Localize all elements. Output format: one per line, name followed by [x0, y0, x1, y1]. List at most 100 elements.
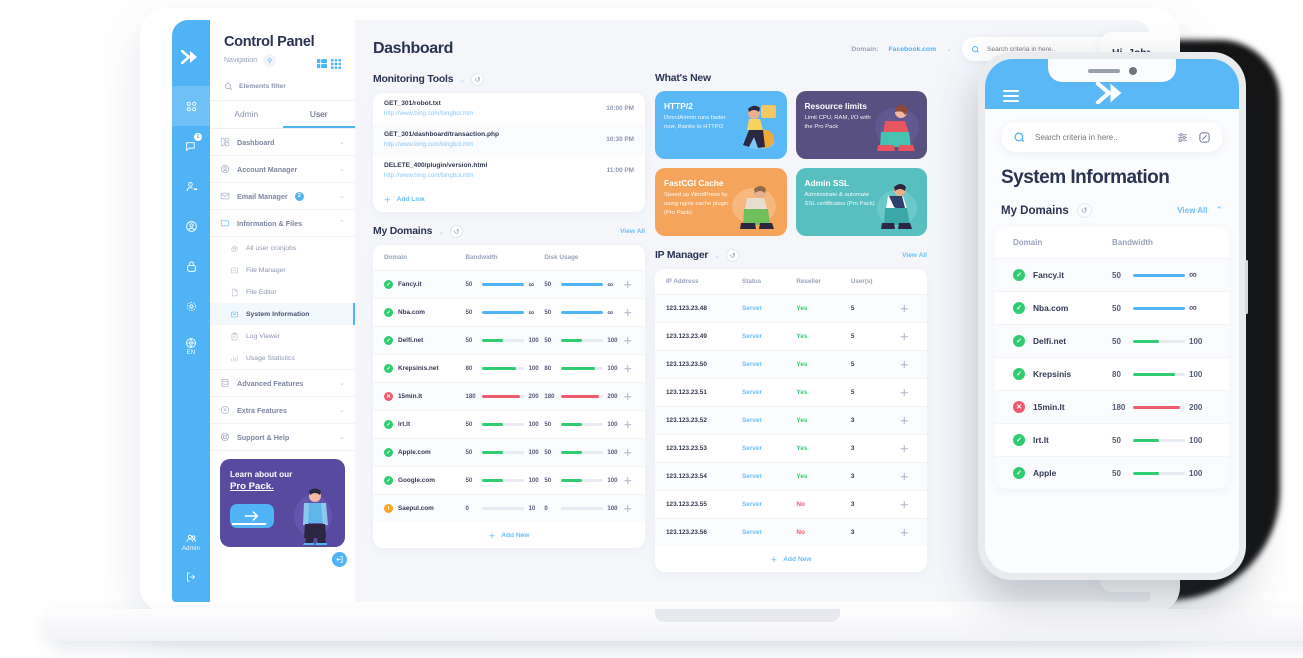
sidebar-item-account-manager[interactable]: Account Manager ⌄ — [210, 156, 355, 183]
add-ip-button[interactable]: ＋ Add New — [655, 546, 927, 572]
sidebar-subitem-file-editor[interactable]: File Editor — [210, 281, 355, 303]
domain-selector[interactable]: Facebook.com — [888, 45, 937, 53]
refresh-ip-button[interactable]: ↺ — [726, 249, 740, 262]
table-row[interactable]: ✓ Krepsinis 80 100 — [995, 357, 1229, 391]
phone-view-all[interactable]: View All — [1177, 206, 1208, 215]
whats-new-card[interactable]: HTTP/2 DirectAdmin runs faster now, thank… — [655, 91, 787, 159]
whats-new-card[interactable]: FastCGI Cache Speed up WordPress by using… — [655, 168, 787, 236]
refresh-monitoring-button[interactable]: ↺ — [471, 73, 485, 86]
table-row[interactable]: 123.123.23.48 Server Yes 5 ＋ — [655, 294, 927, 323]
phone-side-button[interactable] — [1245, 260, 1248, 314]
sidebar-item-advanced-features[interactable]: Advanced Features ⌄ — [210, 369, 355, 397]
table-row[interactable]: ✓ Delfi.net 50 100 50 100 ＋ — [373, 326, 645, 355]
sidebar-item-extra-features[interactable]: Extra Features ⌄ — [210, 397, 355, 424]
promo-card[interactable]: Learn about our Pro Pack. — [220, 459, 345, 547]
grid-view-icon[interactable] — [331, 56, 341, 69]
elements-filter[interactable]: Elements filter — [210, 73, 355, 101]
whats-new-card[interactable]: Admin SSL Administrate & automate SSL cer… — [795, 168, 927, 236]
table-row[interactable]: ✕ 15min.lt 180 200 — [995, 390, 1229, 424]
table-row[interactable]: ✓ Fancy.it 50 ∞ 50 ∞ ＋ — [373, 270, 645, 299]
sidebar-item-email-manager[interactable]: Email Manager 2 ⌄ — [210, 183, 355, 210]
table-row[interactable]: ✕ 15min.lt 180 200 180 200 ＋ — [373, 382, 645, 411]
monitoring-row[interactable]: GET_301/robot.txt http://www.bing.com/bi… — [373, 93, 645, 124]
phone-search-box[interactable] — [1001, 122, 1223, 152]
rail-item-logout[interactable] — [172, 562, 210, 602]
row-add-button[interactable]: ＋ — [623, 476, 633, 486]
sidebar-subitem-file-manager[interactable]: File Manager — [210, 259, 355, 281]
chevron-down-icon[interactable]: ⌄ — [714, 252, 721, 260]
rail-item-gear[interactable] — [172, 286, 210, 326]
sidebar-subitem-log-viewer[interactable]: Log Viewer — [210, 325, 355, 347]
sidebar-item-dashboard[interactable]: Dashboard ⌄ — [210, 129, 355, 156]
row-add-button[interactable]: ＋ — [623, 504, 633, 514]
chevron-down-icon[interactable]: ⌄ — [459, 76, 466, 84]
sidebar-subitem-all-user-cronjobs[interactable]: All user cronjobs — [210, 237, 355, 259]
pin-icon[interactable] — [263, 54, 277, 67]
add-domain-button[interactable]: ＋ Add New — [373, 522, 645, 548]
rail-item-admin[interactable]: Admin — [172, 522, 210, 562]
table-row[interactable]: 123.123.23.55 Server No 3 ＋ — [655, 490, 927, 519]
monitoring-url[interactable]: http://www.bing.com/bingbot.htm — [384, 141, 474, 148]
row-add-button[interactable]: ＋ — [623, 392, 633, 402]
ip-manager-view-all[interactable]: View All — [902, 252, 927, 259]
row-add-button[interactable]: ＋ — [623, 420, 633, 430]
row-add-button[interactable]: ＋ — [899, 472, 909, 482]
sidebar-item-information-files[interactable]: Information & Files ⌃ — [210, 210, 355, 237]
monitoring-row[interactable]: GET_301/dashboard/transaction.php http:/… — [373, 124, 645, 155]
table-row[interactable]: ✓ lrt.lt 50 100 — [995, 423, 1229, 457]
refresh-domains-button[interactable]: ↺ — [450, 225, 464, 238]
table-row[interactable]: ✓ Apple 50 100 — [995, 456, 1229, 489]
row-add-button[interactable]: ＋ — [899, 332, 909, 342]
sidebar-item-support-help[interactable]: Support & Help ⌄ — [210, 424, 355, 451]
row-add-button[interactable]: ＋ — [623, 308, 633, 318]
table-row[interactable]: ✓ Apple.com 50 100 50 100 ＋ — [373, 438, 645, 467]
rail-item-user-circle[interactable] — [172, 206, 210, 246]
rail-item-language[interactable]: EN — [172, 326, 210, 366]
table-row[interactable]: 123.123.23.53 Server Yes 3 ＋ — [655, 434, 927, 463]
row-add-button[interactable]: ＋ — [899, 388, 909, 398]
chevron-up-icon[interactable]: ⌃ — [1215, 205, 1223, 215]
table-row[interactable]: ✓ lrt.lt 50 100 50 100 ＋ — [373, 410, 645, 439]
chevron-down-icon[interactable]: ⌄ — [946, 46, 952, 53]
row-add-button[interactable]: ＋ — [623, 280, 633, 290]
row-add-button[interactable]: ＋ — [899, 360, 909, 370]
table-row[interactable]: ✓ Delfi.net 50 100 — [995, 324, 1229, 358]
filter-icon[interactable] — [1176, 131, 1189, 144]
collapse-sidebar-button[interactable] — [332, 552, 347, 567]
monitoring-row[interactable]: DELETE_400/plugin/version.html http://ww… — [373, 155, 645, 186]
table-row[interactable]: 123.123.23.50 Server Yes 5 ＋ — [655, 350, 927, 379]
chevron-down-icon[interactable]: ⌄ — [438, 228, 445, 236]
search-input[interactable] — [987, 45, 1093, 53]
table-row[interactable]: ✓ Krepsinis.net 80 100 80 100 ＋ — [373, 354, 645, 383]
monitoring-url[interactable]: http://www.bing.com/bingbot.htm — [384, 110, 474, 117]
row-add-button[interactable]: ＋ — [899, 500, 909, 510]
table-row[interactable]: 123.123.23.49 Server Yes 5 ＋ — [655, 322, 927, 351]
edit-icon[interactable] — [1198, 131, 1211, 144]
hamburger-menu-icon[interactable] — [1003, 87, 1019, 105]
row-add-button[interactable]: ＋ — [899, 416, 909, 426]
list-view-icon[interactable] — [317, 56, 327, 68]
table-row[interactable]: 123.123.23.52 Server Yes 3 ＋ — [655, 406, 927, 435]
row-add-button[interactable]: ＋ — [899, 444, 909, 454]
row-add-button[interactable]: ＋ — [623, 336, 633, 346]
table-row[interactable]: ✓ Nba.com 50 ∞ — [995, 291, 1229, 325]
my-domains-view-all[interactable]: View All — [620, 228, 645, 235]
phone-refresh-button[interactable]: ↺ — [1076, 203, 1092, 218]
monitoring-url[interactable]: http://www.bing.com/bingbot.htm — [384, 172, 474, 179]
table-row[interactable]: 123.123.23.56 Server No 3 ＋ — [655, 518, 927, 546]
rail-item-lock[interactable] — [172, 246, 210, 286]
row-add-button[interactable]: ＋ — [623, 448, 633, 458]
row-add-button[interactable]: ＋ — [623, 364, 633, 374]
sidebar-subitem-usage-statistics[interactable]: Usage Statistics — [210, 347, 355, 369]
table-row[interactable]: ✓ Google.com 50 100 50 100 ＋ — [373, 466, 645, 495]
table-row[interactable]: ✓ Fancy.it 50 ∞ — [995, 258, 1229, 292]
rail-item-messages[interactable]: 2 — [172, 126, 210, 166]
rail-item-user-add[interactable] — [172, 166, 210, 206]
table-row[interactable]: 123.123.23.54 Server Yes 3 ＋ — [655, 462, 927, 491]
add-link-button[interactable]: ＋ Add Link — [373, 186, 645, 212]
tab-admin[interactable]: Admin — [234, 109, 259, 119]
rail-item-grid[interactable] — [172, 86, 210, 126]
sidebar-subitem-system-information[interactable]: System Information — [210, 303, 355, 325]
phone-search-input[interactable] — [1035, 132, 1167, 142]
row-add-button[interactable]: ＋ — [899, 528, 909, 538]
